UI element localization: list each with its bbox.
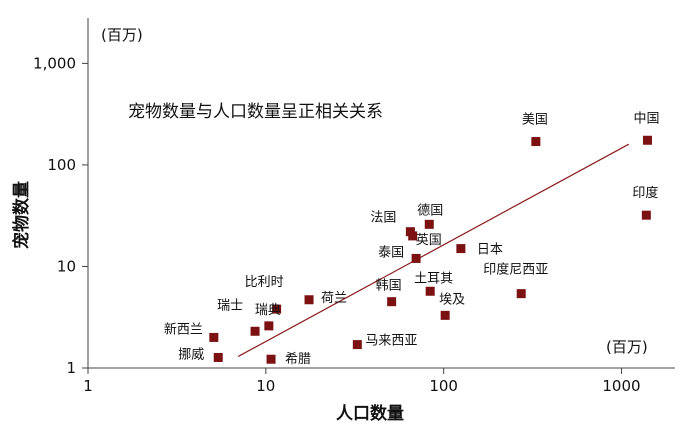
data-point-label: 新西兰 xyxy=(164,321,203,337)
data-point xyxy=(213,352,223,362)
x-tick-label: 1000 xyxy=(602,377,640,395)
data-point-label: 瑞典 xyxy=(255,303,281,318)
x-unit-label: (百万) xyxy=(606,338,648,356)
y-tick-label: 100 xyxy=(47,156,76,174)
data-point xyxy=(641,210,651,220)
data-point-label: 瑞士 xyxy=(217,298,243,313)
data-point-label: 印度 xyxy=(632,185,658,201)
y-tick-label: 10 xyxy=(57,257,76,275)
data-point xyxy=(425,286,435,296)
data-point-label: 韩国 xyxy=(376,279,402,294)
data-point xyxy=(516,289,526,299)
data-point-label: 印度尼西亚 xyxy=(483,262,548,278)
data-point-label: 马来西亚 xyxy=(365,334,417,349)
x-tick-label: 100 xyxy=(429,377,458,395)
data-point-label: 日本 xyxy=(477,243,503,258)
data-point-label: 法国 xyxy=(370,211,396,226)
data-point xyxy=(209,332,219,342)
axes xyxy=(87,18,675,369)
data-point-label: 泰国 xyxy=(378,245,404,260)
data-point-label: 荷兰 xyxy=(321,291,347,306)
y-tick-label: 1 xyxy=(66,359,76,377)
data-point xyxy=(387,297,397,307)
x-axis-title: 人口数量 xyxy=(336,403,404,424)
data-point xyxy=(264,321,274,331)
data-point xyxy=(456,244,466,254)
data-point-label: 比利时 xyxy=(245,275,284,290)
y-unit-label: (百万) xyxy=(101,26,143,44)
data-point-label: 希腊 xyxy=(285,352,311,367)
data-point-label: 挪威 xyxy=(178,347,204,362)
data-point xyxy=(266,354,276,364)
y-tick-label: 1,000 xyxy=(33,54,76,72)
data-point xyxy=(642,135,652,145)
points-layer xyxy=(209,135,652,364)
data-point xyxy=(352,340,362,350)
x-tick-label: 1 xyxy=(83,377,93,395)
data-point xyxy=(531,137,541,147)
data-point xyxy=(424,219,434,229)
data-point-label: 英国 xyxy=(416,233,442,248)
data-point-label: 德国 xyxy=(417,203,443,218)
data-point xyxy=(272,304,282,314)
data-point-label: 美国 xyxy=(522,113,548,128)
trendline-layer xyxy=(237,143,630,357)
trendline xyxy=(237,143,630,357)
data-point-label: 土耳其 xyxy=(414,271,453,286)
data-point-label: 埃及 xyxy=(439,292,465,307)
y-axis-title: 宠物数量 xyxy=(11,181,32,249)
data-point xyxy=(440,310,450,320)
data-point-label: 中国 xyxy=(633,111,659,126)
data-point xyxy=(408,231,418,241)
data-point xyxy=(250,326,260,336)
x-tick-label: 10 xyxy=(256,377,275,395)
data-point xyxy=(304,295,314,305)
tick-layer: 1 10 100 1000 1 10 100 1,000 xyxy=(33,54,641,395)
data-point xyxy=(411,253,421,263)
chart-annotation: 宠物数量与人口数量呈正相关关系 xyxy=(128,102,383,122)
